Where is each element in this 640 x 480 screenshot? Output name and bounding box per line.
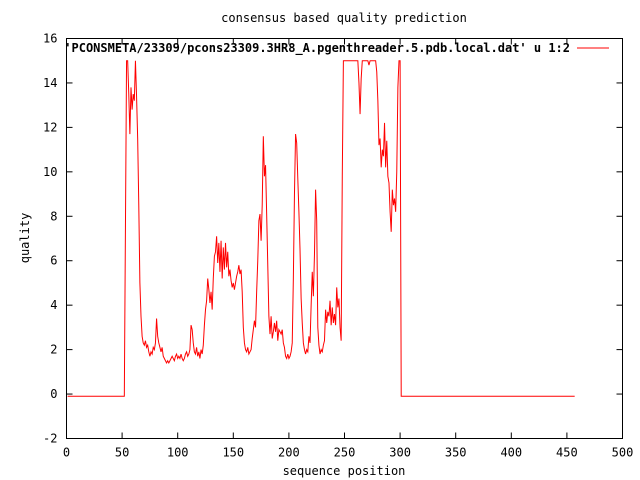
plot-frame [66,38,623,439]
series-layer [67,60,575,397]
y-tick-label: -2 [43,432,57,446]
x-tick-label: 150 [222,446,244,460]
y-axis-label: quality [18,213,32,264]
x-tick-label: 350 [445,446,467,460]
y-tick-label: 10 [43,165,57,179]
legend-label: 'PCONSMETA/23309/pcons23309.3HR8_A.pgent… [64,41,570,56]
y-tick-label: 16 [43,32,57,46]
chart-title: consensus based quality prediction [221,11,467,25]
series-line [67,60,575,397]
y-tick-label: 2 [50,343,57,357]
y-tick-label: 0 [50,387,57,401]
x-tick-label: 100 [167,446,189,460]
y-tick-label: 8 [50,209,57,223]
x-tick-label: 200 [278,446,300,460]
y-tick-label: 14 [43,76,57,90]
y-tick-label: 4 [50,298,57,312]
x-tick-label: 500 [612,446,634,460]
x-tick-label: 300 [389,446,411,460]
x-tick-label: 50 [115,446,129,460]
y-tick-label: 6 [50,254,57,268]
x-tick-label: 0 [63,446,70,460]
x-tick-label: 400 [500,446,522,460]
legend: 'PCONSMETA/23309/pcons23309.3HR8_A.pgent… [64,41,609,56]
tick-layer: 0 50 100 150 200 250 300 350 400 450 500 -2 0 2 4 6 8 10 1… [43,32,633,460]
x-tick-label: 250 [334,446,356,460]
x-axis-label: sequence position [283,464,406,478]
x-tick-label: 450 [556,446,578,460]
y-tick-label: 12 [43,120,57,134]
